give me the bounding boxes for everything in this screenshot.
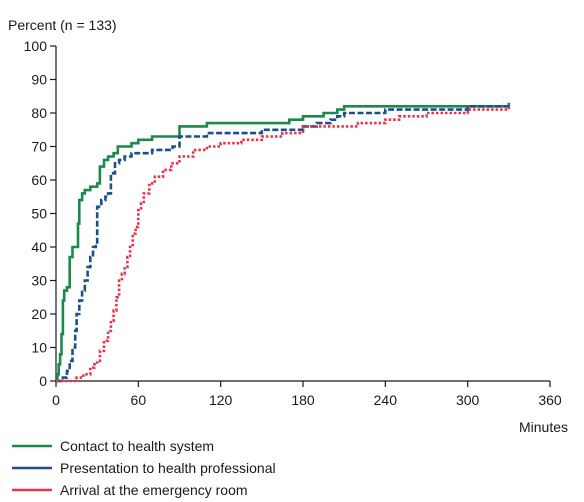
y-tick-label: 30 xyxy=(31,273,47,289)
y-tick-label: 70 xyxy=(31,139,47,155)
series-line-1 xyxy=(56,102,511,383)
x-tick-label: 240 xyxy=(374,392,398,408)
y-tick-label: 60 xyxy=(31,172,47,188)
y-tick-label: 80 xyxy=(31,105,47,121)
legend-label-1: Contact to health system xyxy=(60,438,214,454)
series-lines xyxy=(56,102,511,383)
x-axis-title: Minutes xyxy=(519,419,568,435)
y-tick-label: 90 xyxy=(31,72,47,88)
y-tick-label: 50 xyxy=(31,206,47,222)
y-axis-title: Percent (n = 133) xyxy=(8,17,117,33)
y-tick-label: 10 xyxy=(31,340,47,356)
legend: Contact to health system Presentation to … xyxy=(12,438,276,498)
y-tick-label: 20 xyxy=(31,306,47,322)
legend-label-2: Presentation to health professional xyxy=(60,460,276,476)
x-tick-label: 120 xyxy=(209,392,233,408)
x-tick-label: 360 xyxy=(538,392,562,408)
y-tick-label: 0 xyxy=(39,373,47,389)
y-tick-label: 100 xyxy=(24,38,48,54)
x-tick-label: 0 xyxy=(52,392,60,408)
x-tick-label: 300 xyxy=(456,392,480,408)
x-tick-label: 180 xyxy=(291,392,315,408)
y-tick-label: 40 xyxy=(31,239,47,255)
axes: 0 10 20 30 40 50 60 70 80 90 100 0 60 120 180 240 300 360 xyxy=(24,38,562,408)
legend-label-3: Arrival at the emergency room xyxy=(60,482,248,498)
x-tick-label: 60 xyxy=(131,392,147,408)
series-line-2 xyxy=(56,105,509,383)
